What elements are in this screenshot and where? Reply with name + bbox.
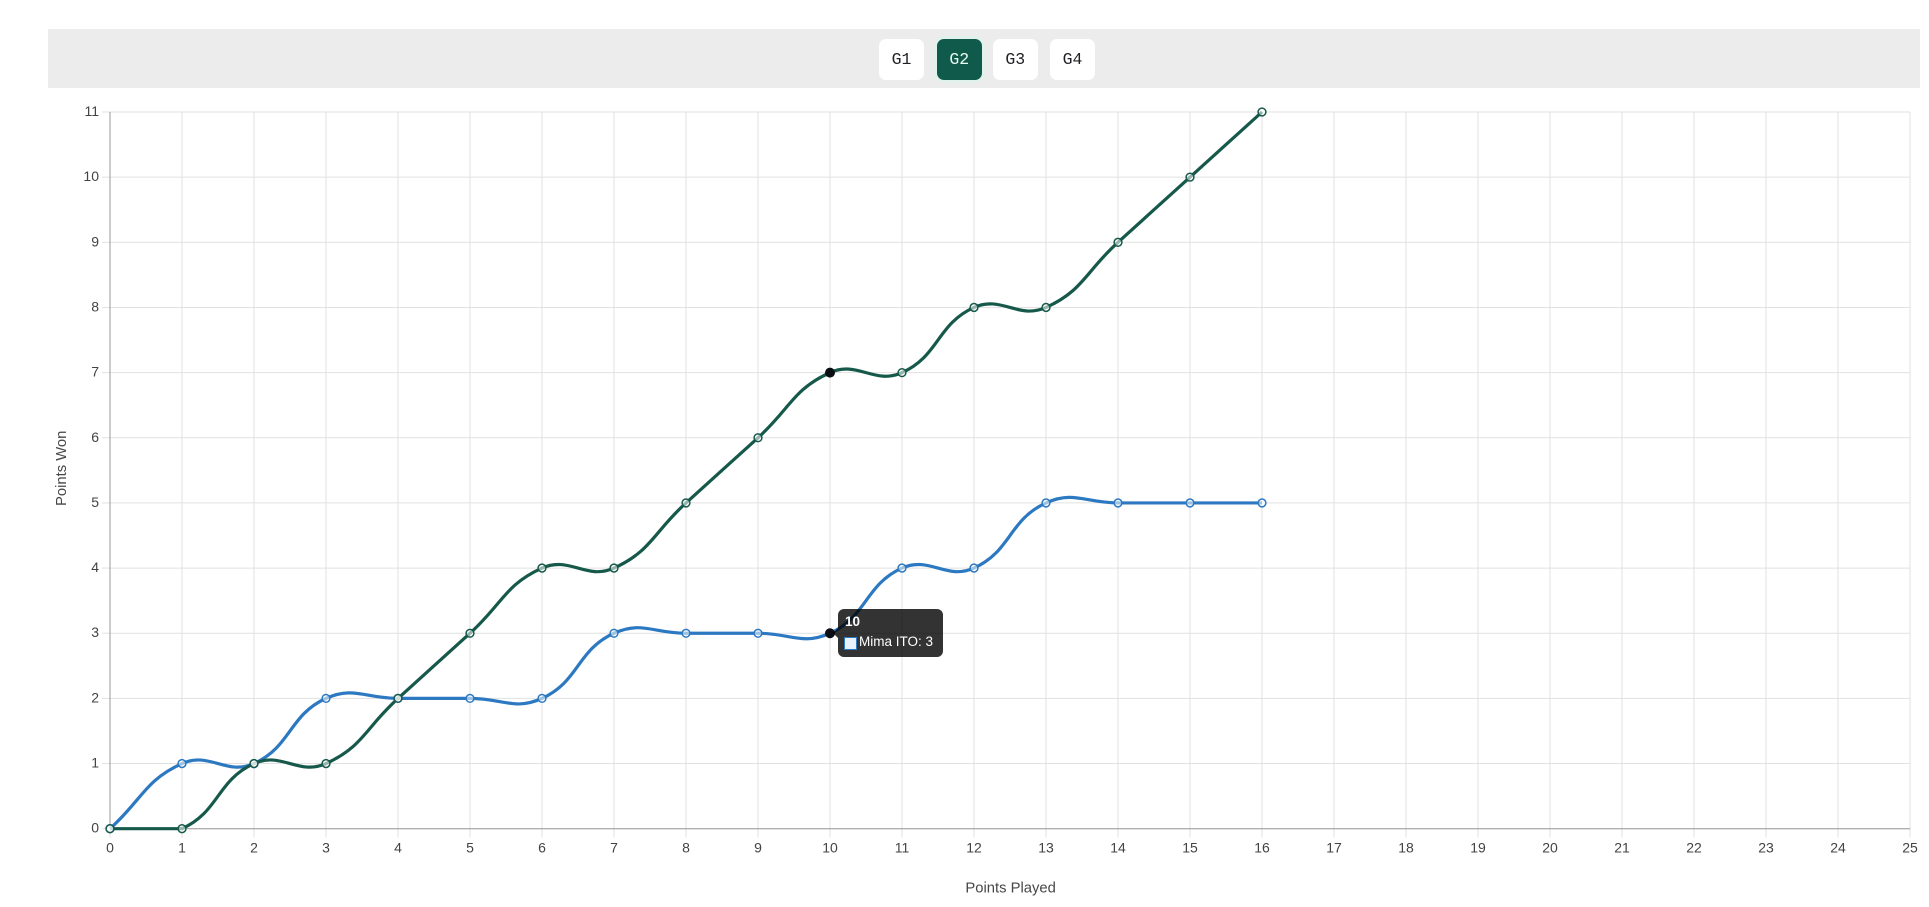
svg-text:8: 8 [682, 839, 690, 855]
svg-text:1: 1 [91, 755, 99, 771]
svg-text:0: 0 [91, 820, 99, 836]
svg-text:4: 4 [394, 839, 402, 855]
svg-text:23: 23 [1758, 839, 1774, 855]
svg-text:7: 7 [610, 839, 618, 855]
svg-text:11: 11 [895, 839, 910, 855]
svg-text:24: 24 [1830, 839, 1846, 855]
svg-text:11: 11 [84, 103, 99, 119]
svg-text:8: 8 [91, 298, 99, 314]
svg-text:4: 4 [91, 559, 99, 575]
svg-text:16: 16 [1254, 839, 1270, 855]
svg-text:20: 20 [1542, 839, 1558, 855]
svg-text:22: 22 [1686, 839, 1702, 855]
svg-text:7: 7 [91, 364, 99, 380]
svg-text:1: 1 [178, 839, 186, 855]
svg-text:0: 0 [106, 839, 114, 855]
svg-text:3: 3 [91, 624, 99, 640]
svg-text:Points Won: Points Won [54, 431, 70, 506]
svg-text:5: 5 [466, 839, 474, 855]
svg-text:13: 13 [1038, 839, 1054, 855]
svg-text:6: 6 [538, 839, 546, 855]
svg-text:2: 2 [91, 689, 99, 705]
svg-text:14: 14 [1110, 839, 1126, 855]
svg-text:3: 3 [322, 839, 330, 855]
svg-text:17: 17 [1326, 839, 1342, 855]
svg-text:10: 10 [83, 168, 99, 184]
svg-text:2: 2 [250, 839, 258, 855]
svg-text:9: 9 [754, 839, 762, 855]
svg-text:6: 6 [91, 429, 99, 445]
svg-text:9: 9 [91, 233, 99, 249]
svg-text:Points Played: Points Played [965, 881, 1055, 897]
svg-text:25: 25 [1902, 839, 1918, 855]
svg-text:18: 18 [1398, 839, 1414, 855]
svg-text:5: 5 [91, 494, 99, 510]
svg-text:19: 19 [1470, 839, 1486, 855]
svg-text:21: 21 [1614, 839, 1630, 855]
svg-text:10: 10 [822, 839, 838, 855]
svg-text:12: 12 [966, 839, 982, 855]
svg-text:15: 15 [1182, 839, 1198, 855]
